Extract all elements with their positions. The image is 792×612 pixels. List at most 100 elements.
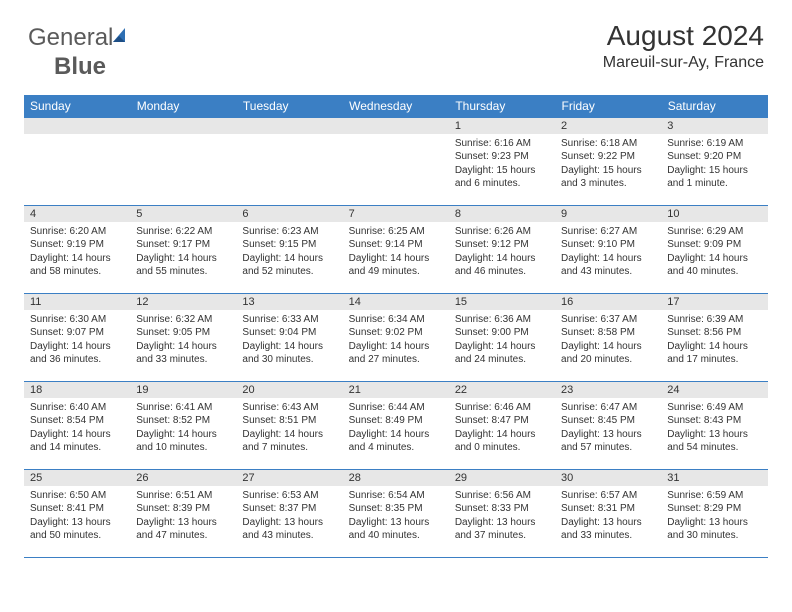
sunset-line: Sunset: 9:14 PM xyxy=(349,238,443,252)
sunset-line: Sunset: 9:22 PM xyxy=(561,150,655,164)
day-text: Sunrise: 6:47 AMSunset: 8:45 PMDaylight:… xyxy=(555,398,661,459)
calendar-week-row: 18Sunrise: 6:40 AMSunset: 8:54 PMDayligh… xyxy=(24,381,768,469)
sunrise-line: Sunrise: 6:36 AM xyxy=(455,313,549,327)
calendar-day-cell: 7Sunrise: 6:25 AMSunset: 9:14 PMDaylight… xyxy=(343,205,449,293)
day-number: 10 xyxy=(661,206,767,222)
sunrise-line: Sunrise: 6:50 AM xyxy=(30,489,124,503)
day-number: 21 xyxy=(343,382,449,398)
day-number: 26 xyxy=(130,470,236,486)
sunrise-line: Sunrise: 6:57 AM xyxy=(561,489,655,503)
day-text: Sunrise: 6:33 AMSunset: 9:04 PMDaylight:… xyxy=(236,310,342,371)
sunrise-line: Sunrise: 6:27 AM xyxy=(561,225,655,239)
sunrise-line: Sunrise: 6:34 AM xyxy=(349,313,443,327)
calendar-day-cell: 2Sunrise: 6:18 AMSunset: 9:22 PMDaylight… xyxy=(555,117,661,205)
sunset-line: Sunset: 9:09 PM xyxy=(667,238,761,252)
daylight-line: Daylight: 13 hours and 50 minutes. xyxy=(30,516,124,543)
weekday-header: Saturday xyxy=(661,95,767,118)
day-number: 30 xyxy=(555,470,661,486)
day-number: 23 xyxy=(555,382,661,398)
day-text-empty xyxy=(343,134,449,194)
calendar-day-cell: 9Sunrise: 6:27 AMSunset: 9:10 PMDaylight… xyxy=(555,205,661,293)
sunset-line: Sunset: 8:43 PM xyxy=(667,414,761,428)
logo-word2: Blue xyxy=(54,53,106,80)
sunrise-line: Sunrise: 6:22 AM xyxy=(136,225,230,239)
calendar-day-cell: 13Sunrise: 6:33 AMSunset: 9:04 PMDayligh… xyxy=(236,293,342,381)
sunset-line: Sunset: 9:00 PM xyxy=(455,326,549,340)
day-text: Sunrise: 6:25 AMSunset: 9:14 PMDaylight:… xyxy=(343,222,449,283)
calendar-day-cell: 1Sunrise: 6:16 AMSunset: 9:23 PMDaylight… xyxy=(449,117,555,205)
calendar-day-cell: 6Sunrise: 6:23 AMSunset: 9:15 PMDaylight… xyxy=(236,205,342,293)
calendar-day-cell xyxy=(343,117,449,205)
sunrise-line: Sunrise: 6:37 AM xyxy=(561,313,655,327)
sunrise-line: Sunrise: 6:19 AM xyxy=(667,137,761,151)
daylight-line: Daylight: 13 hours and 30 minutes. xyxy=(667,516,761,543)
sunset-line: Sunset: 8:39 PM xyxy=(136,502,230,516)
sunrise-line: Sunrise: 6:47 AM xyxy=(561,401,655,415)
daylight-line: Daylight: 14 hours and 20 minutes. xyxy=(561,340,655,367)
sunrise-line: Sunrise: 6:41 AM xyxy=(136,401,230,415)
day-text: Sunrise: 6:53 AMSunset: 8:37 PMDaylight:… xyxy=(236,486,342,547)
calendar-table: SundayMondayTuesdayWednesdayThursdayFrid… xyxy=(24,95,768,558)
sunset-line: Sunset: 9:07 PM xyxy=(30,326,124,340)
daylight-line: Daylight: 15 hours and 3 minutes. xyxy=(561,164,655,191)
day-text: Sunrise: 6:39 AMSunset: 8:56 PMDaylight:… xyxy=(661,310,767,371)
calendar-week-row: 1Sunrise: 6:16 AMSunset: 9:23 PMDaylight… xyxy=(24,117,768,205)
sunrise-line: Sunrise: 6:33 AM xyxy=(242,313,336,327)
day-text: Sunrise: 6:40 AMSunset: 8:54 PMDaylight:… xyxy=(24,398,130,459)
sunset-line: Sunset: 8:29 PM xyxy=(667,502,761,516)
day-text-empty xyxy=(236,134,342,194)
day-number: 25 xyxy=(24,470,130,486)
daylight-line: Daylight: 14 hours and 36 minutes. xyxy=(30,340,124,367)
weekday-header: Sunday xyxy=(24,95,130,118)
daylight-line: Daylight: 13 hours and 43 minutes. xyxy=(242,516,336,543)
daylight-line: Daylight: 14 hours and 58 minutes. xyxy=(30,252,124,279)
calendar-day-cell: 16Sunrise: 6:37 AMSunset: 8:58 PMDayligh… xyxy=(555,293,661,381)
sunset-line: Sunset: 8:41 PM xyxy=(30,502,124,516)
daylight-line: Daylight: 14 hours and 49 minutes. xyxy=(349,252,443,279)
day-text: Sunrise: 6:54 AMSunset: 8:35 PMDaylight:… xyxy=(343,486,449,547)
sunrise-line: Sunrise: 6:39 AM xyxy=(667,313,761,327)
logo-sail-icon xyxy=(111,25,131,53)
day-text: Sunrise: 6:23 AMSunset: 9:15 PMDaylight:… xyxy=(236,222,342,283)
day-text-empty xyxy=(130,134,236,194)
day-text: Sunrise: 6:18 AMSunset: 9:22 PMDaylight:… xyxy=(555,134,661,195)
day-number: 9 xyxy=(555,206,661,222)
calendar-day-cell: 24Sunrise: 6:49 AMSunset: 8:43 PMDayligh… xyxy=(661,381,767,469)
title-block: August 2024 Mareuil-sur-Ay, France xyxy=(603,20,764,72)
day-number: 29 xyxy=(449,470,555,486)
day-text: Sunrise: 6:37 AMSunset: 8:58 PMDaylight:… xyxy=(555,310,661,371)
day-text: Sunrise: 6:41 AMSunset: 8:52 PMDaylight:… xyxy=(130,398,236,459)
day-text: Sunrise: 6:49 AMSunset: 8:43 PMDaylight:… xyxy=(661,398,767,459)
day-text: Sunrise: 6:51 AMSunset: 8:39 PMDaylight:… xyxy=(130,486,236,547)
logo-word1: General xyxy=(28,24,113,51)
sunrise-line: Sunrise: 6:26 AM xyxy=(455,225,549,239)
sunrise-line: Sunrise: 6:32 AM xyxy=(136,313,230,327)
day-text: Sunrise: 6:57 AMSunset: 8:31 PMDaylight:… xyxy=(555,486,661,547)
day-number: 1 xyxy=(449,118,555,134)
calendar-day-cell: 23Sunrise: 6:47 AMSunset: 8:45 PMDayligh… xyxy=(555,381,661,469)
daylight-line: Daylight: 14 hours and 7 minutes. xyxy=(242,428,336,455)
day-text: Sunrise: 6:32 AMSunset: 9:05 PMDaylight:… xyxy=(130,310,236,371)
daylight-line: Daylight: 13 hours and 37 minutes. xyxy=(455,516,549,543)
day-number: 27 xyxy=(236,470,342,486)
logo-text: General Blue xyxy=(28,24,131,81)
month-title: August 2024 xyxy=(603,20,764,52)
calendar-day-cell: 14Sunrise: 6:34 AMSunset: 9:02 PMDayligh… xyxy=(343,293,449,381)
day-number: 22 xyxy=(449,382,555,398)
sunset-line: Sunset: 8:49 PM xyxy=(349,414,443,428)
day-text: Sunrise: 6:56 AMSunset: 8:33 PMDaylight:… xyxy=(449,486,555,547)
calendar-day-cell: 15Sunrise: 6:36 AMSunset: 9:00 PMDayligh… xyxy=(449,293,555,381)
sunset-line: Sunset: 8:33 PM xyxy=(455,502,549,516)
day-text: Sunrise: 6:22 AMSunset: 9:17 PMDaylight:… xyxy=(130,222,236,283)
day-number: 14 xyxy=(343,294,449,310)
day-text: Sunrise: 6:50 AMSunset: 8:41 PMDaylight:… xyxy=(24,486,130,547)
calendar-day-cell: 27Sunrise: 6:53 AMSunset: 8:37 PMDayligh… xyxy=(236,469,342,557)
calendar-day-cell: 4Sunrise: 6:20 AMSunset: 9:19 PMDaylight… xyxy=(24,205,130,293)
calendar-week-row: 11Sunrise: 6:30 AMSunset: 9:07 PMDayligh… xyxy=(24,293,768,381)
sunset-line: Sunset: 9:12 PM xyxy=(455,238,549,252)
daylight-line: Daylight: 14 hours and 0 minutes. xyxy=(455,428,549,455)
day-text: Sunrise: 6:27 AMSunset: 9:10 PMDaylight:… xyxy=(555,222,661,283)
calendar-day-cell: 26Sunrise: 6:51 AMSunset: 8:39 PMDayligh… xyxy=(130,469,236,557)
day-text: Sunrise: 6:26 AMSunset: 9:12 PMDaylight:… xyxy=(449,222,555,283)
sunrise-line: Sunrise: 6:43 AM xyxy=(242,401,336,415)
